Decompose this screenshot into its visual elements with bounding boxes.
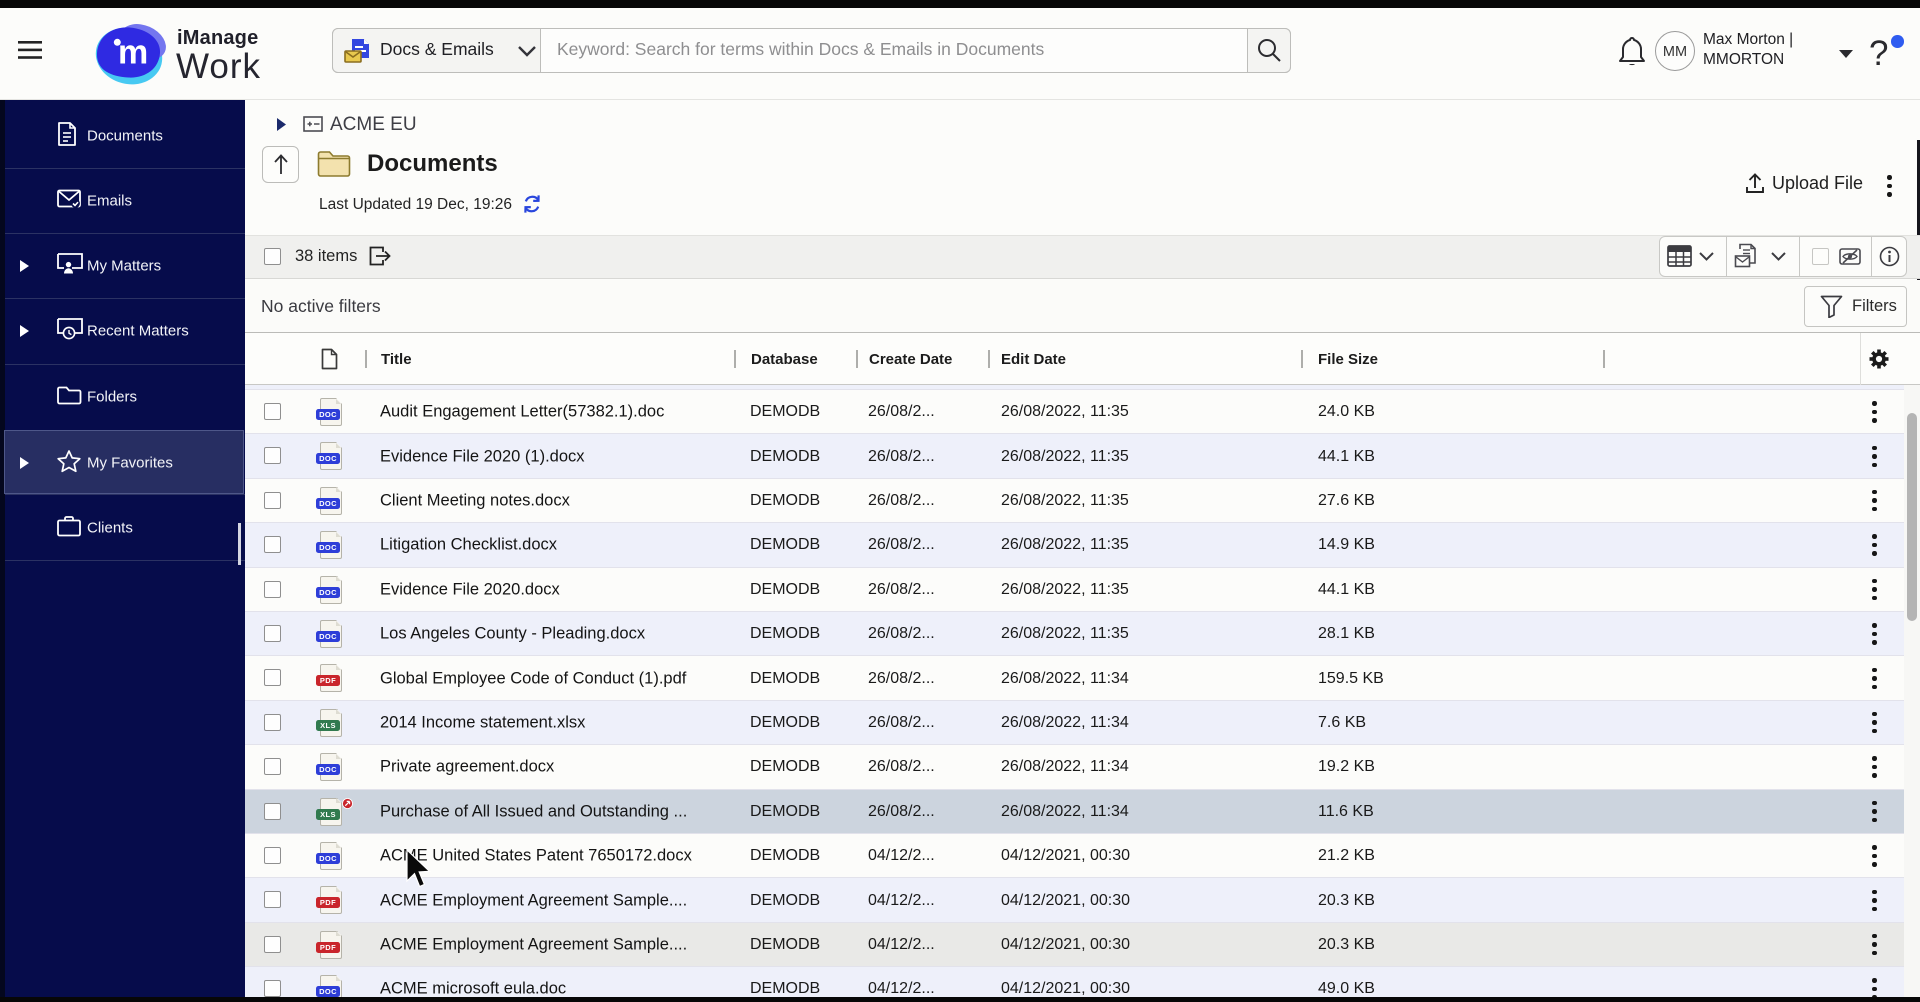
- svg-text:m: m: [118, 34, 148, 72]
